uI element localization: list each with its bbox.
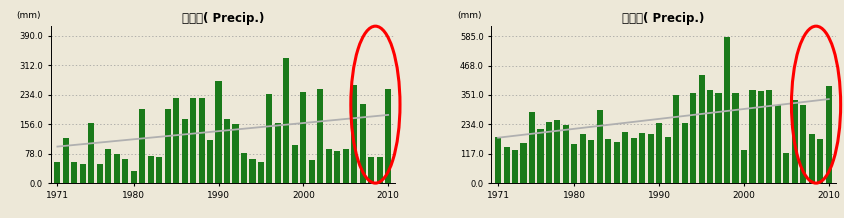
Bar bbox=[215, 81, 222, 183]
Bar bbox=[343, 149, 349, 183]
Bar bbox=[555, 120, 560, 183]
Bar bbox=[749, 90, 755, 183]
Bar bbox=[783, 153, 789, 183]
Bar bbox=[580, 134, 586, 183]
Bar bbox=[699, 75, 705, 183]
Bar bbox=[54, 162, 61, 183]
Bar bbox=[232, 124, 239, 183]
Bar bbox=[716, 93, 722, 183]
Bar bbox=[139, 109, 145, 183]
Bar bbox=[385, 89, 391, 183]
Bar bbox=[733, 93, 738, 183]
Bar bbox=[495, 137, 501, 183]
Bar bbox=[241, 153, 247, 183]
Bar bbox=[504, 147, 510, 183]
Bar bbox=[326, 149, 332, 183]
Bar bbox=[190, 98, 196, 183]
Bar bbox=[707, 90, 713, 183]
Bar bbox=[198, 98, 204, 183]
Title: 강수량( Precip.): 강수량( Precip.) bbox=[181, 12, 264, 25]
Bar bbox=[334, 151, 340, 183]
Bar bbox=[275, 123, 281, 183]
Bar bbox=[72, 162, 78, 183]
Bar bbox=[156, 157, 162, 183]
Bar bbox=[647, 134, 654, 183]
Bar bbox=[800, 105, 806, 183]
Bar bbox=[258, 162, 264, 183]
Bar bbox=[376, 157, 382, 183]
Bar bbox=[292, 145, 298, 183]
Bar bbox=[656, 123, 663, 183]
Bar bbox=[309, 160, 315, 183]
Bar bbox=[351, 85, 357, 183]
Bar bbox=[817, 139, 824, 183]
Bar bbox=[588, 140, 594, 183]
Bar bbox=[300, 92, 306, 183]
Bar bbox=[249, 158, 256, 183]
Bar bbox=[682, 123, 688, 183]
Bar bbox=[529, 112, 535, 183]
Bar bbox=[165, 109, 170, 183]
Bar bbox=[317, 89, 323, 183]
Bar bbox=[181, 119, 187, 183]
Bar bbox=[630, 138, 637, 183]
Bar bbox=[538, 129, 544, 183]
Bar bbox=[62, 138, 69, 183]
Bar bbox=[284, 58, 289, 183]
Bar bbox=[122, 158, 128, 183]
Bar bbox=[148, 156, 154, 183]
Bar bbox=[597, 110, 603, 183]
Bar bbox=[546, 122, 552, 183]
Bar bbox=[605, 139, 611, 183]
Bar bbox=[792, 100, 798, 183]
Bar bbox=[207, 140, 213, 183]
Bar bbox=[131, 171, 137, 183]
Bar bbox=[674, 95, 679, 183]
Bar bbox=[173, 98, 179, 183]
Bar bbox=[360, 104, 365, 183]
Bar bbox=[766, 90, 772, 183]
Bar bbox=[571, 144, 577, 183]
Bar bbox=[724, 37, 730, 183]
Title: 강수량( Precip.): 강수량( Precip.) bbox=[622, 12, 705, 25]
Bar bbox=[758, 92, 764, 183]
Bar bbox=[775, 105, 781, 183]
Bar bbox=[563, 125, 569, 183]
Bar bbox=[267, 94, 273, 183]
Bar bbox=[224, 119, 230, 183]
Text: (mm): (mm) bbox=[16, 11, 41, 20]
Bar bbox=[741, 150, 747, 183]
Bar bbox=[614, 142, 619, 183]
Bar bbox=[97, 164, 103, 183]
Bar bbox=[89, 123, 95, 183]
Bar bbox=[664, 137, 671, 183]
Bar bbox=[809, 134, 814, 183]
Bar bbox=[639, 133, 646, 183]
Bar bbox=[690, 93, 696, 183]
Bar bbox=[512, 150, 518, 183]
Bar bbox=[114, 154, 120, 183]
Bar bbox=[521, 143, 527, 183]
Bar bbox=[622, 132, 628, 183]
Bar bbox=[368, 157, 374, 183]
Bar bbox=[80, 164, 86, 183]
Text: (mm): (mm) bbox=[457, 11, 481, 20]
Bar bbox=[825, 86, 832, 183]
Bar bbox=[106, 149, 111, 183]
